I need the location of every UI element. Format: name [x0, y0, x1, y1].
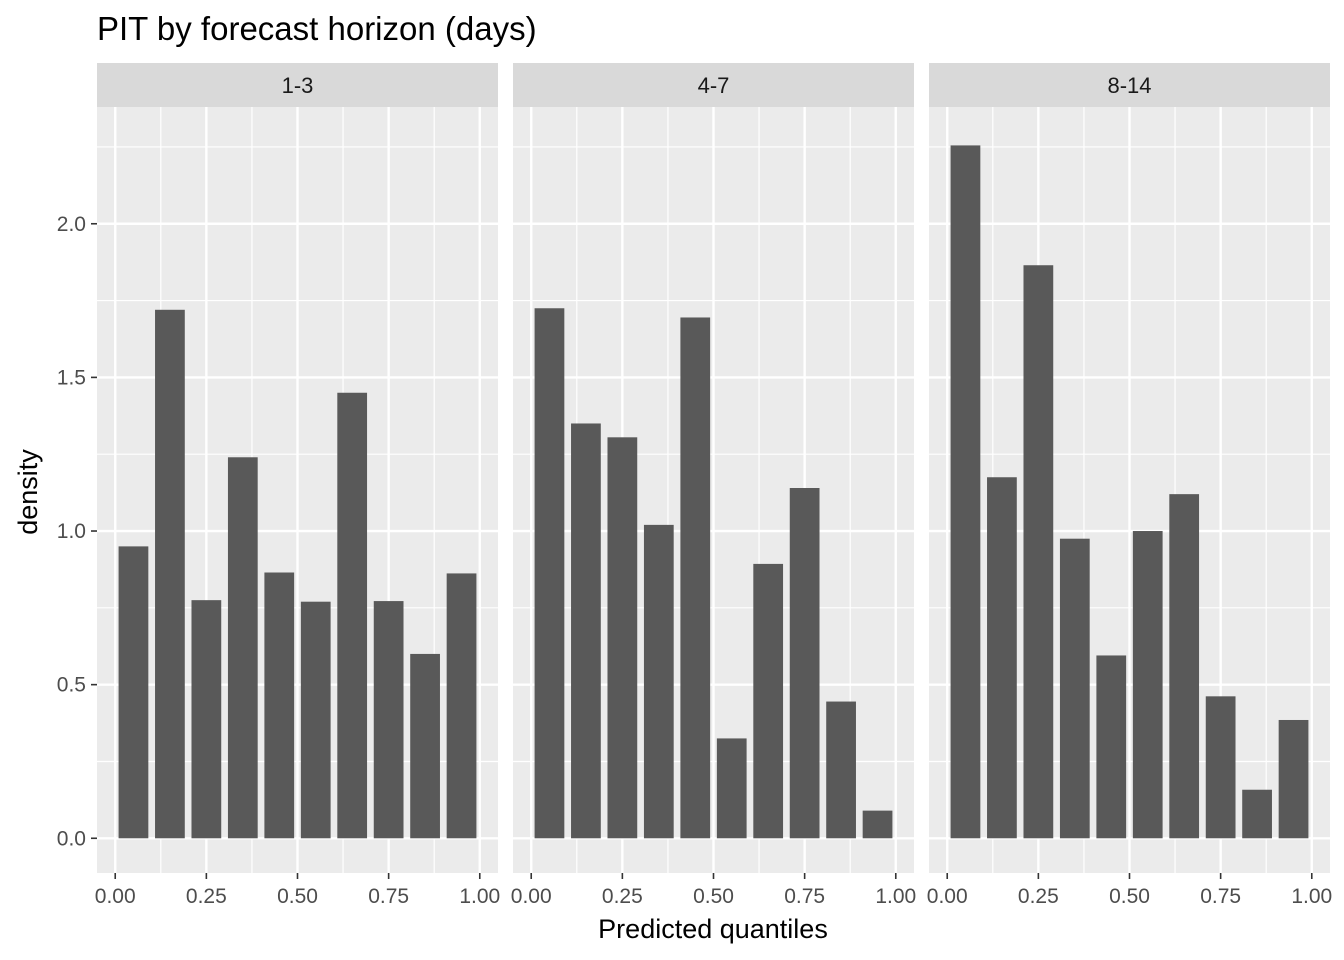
histogram-bar — [950, 145, 981, 839]
x-tick-label: 0.75 — [784, 885, 825, 908]
x-tick-label: 0.75 — [1200, 885, 1241, 908]
histogram-bar — [155, 309, 185, 839]
facet-strip-label: 4-7 — [698, 73, 730, 98]
histogram-bar — [1096, 655, 1127, 839]
chart-title: PIT by forecast horizon (days) — [97, 10, 537, 47]
histogram-bar — [373, 601, 404, 839]
x-tick-label: 0.25 — [1018, 885, 1059, 908]
x-tick-label: 0.50 — [277, 885, 318, 908]
x-tick-label: 0.25 — [602, 885, 643, 908]
x-axis-title: Predicted quantiles — [598, 914, 828, 944]
y-tick-label: 2.0 — [57, 213, 86, 236]
histogram-bar — [118, 546, 149, 839]
histogram-bar — [337, 392, 368, 839]
x-tick-label: 0.50 — [1109, 885, 1150, 908]
histogram-bar — [1023, 265, 1054, 839]
histogram-bar — [789, 488, 820, 839]
x-tick-label: 0.25 — [186, 885, 227, 908]
histogram-bar — [1059, 538, 1090, 839]
y-tick-label: 1.5 — [57, 366, 86, 389]
histogram-bar — [446, 573, 477, 839]
x-tick-label: 1.00 — [459, 885, 500, 908]
histogram-bar — [227, 457, 258, 839]
histogram-bar — [191, 600, 222, 839]
histogram-bar — [716, 738, 747, 839]
histogram-bar — [264, 572, 295, 839]
facet-panel-8-14: 8-14 0.00 0.25 0.50 0.75 1.00 — [927, 63, 1332, 908]
x-tick-label: 1.00 — [875, 885, 916, 908]
histogram-bar — [1205, 696, 1236, 839]
x-tick-label: 0.00 — [95, 885, 136, 908]
y-axis-title: density — [13, 449, 43, 535]
x-tick-label: 1.00 — [1291, 885, 1332, 908]
histogram-bar — [1242, 789, 1272, 839]
histogram-bar — [643, 524, 674, 839]
y-tick-label: 0.5 — [57, 674, 86, 697]
x-tick-label: 0.50 — [693, 885, 734, 908]
facet-strip — [97, 63, 498, 107]
x-tick-label: 0.00 — [927, 885, 968, 908]
histogram-bar — [410, 653, 440, 839]
facet-strip-label: 1-3 — [282, 73, 314, 98]
histogram-bar — [862, 810, 893, 839]
facet-strip — [929, 63, 1330, 107]
histogram-bar — [680, 317, 711, 839]
facet-panel-1-3: 1-3 0.00 0.25 0.50 0.75 1.00 — [95, 63, 500, 908]
histogram-bar — [1132, 531, 1163, 839]
x-tick-label: 0.75 — [368, 885, 409, 908]
histogram-bar — [607, 437, 638, 839]
x-tick-label: 0.00 — [511, 885, 552, 908]
histogram-bar — [826, 701, 856, 839]
histogram-bar — [987, 477, 1017, 839]
histogram-bar — [753, 563, 784, 839]
facet-panels: 1-3 0.00 0.25 0.50 0.75 1.00 4-7 0.00 0.25 0.50 0.… — [95, 63, 1332, 908]
facet-panel-4-7: 4-7 0.00 0.25 0.50 0.75 1.00 — [511, 63, 916, 908]
histogram-bar — [300, 601, 331, 839]
histogram-bar — [534, 308, 565, 839]
histogram-bar — [1278, 719, 1309, 839]
histogram-bar — [1169, 494, 1200, 839]
y-tick-label: 1.0 — [57, 520, 86, 543]
y-tick-label: 0.0 — [57, 827, 86, 850]
facet-strip — [513, 63, 914, 107]
histogram-bar — [571, 423, 601, 839]
facet-strip-label: 8-14 — [1107, 73, 1151, 98]
y-axis: 0.0 0.5 1.0 1.5 2.0 — [57, 213, 97, 850]
